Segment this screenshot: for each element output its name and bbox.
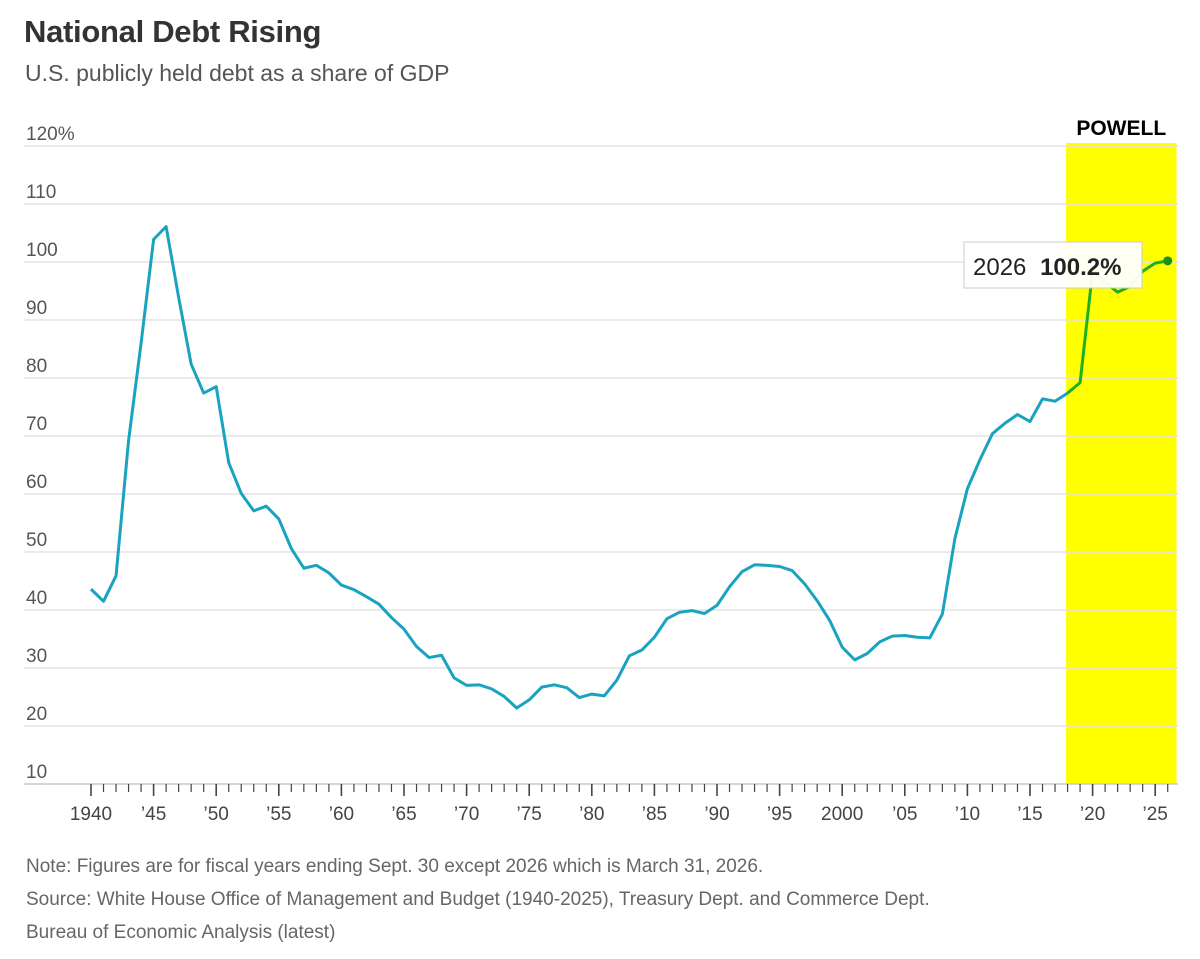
callout-box <box>963 241 1143 289</box>
chart-title: National Debt Rising <box>24 14 322 49</box>
x-tick-label-1975: ’75 <box>517 804 542 825</box>
x-tick-label-2000: 2000 <box>821 804 863 825</box>
y-tick-label-10: 10 <box>26 762 47 783</box>
x-tick-label-1940: 1940 <box>70 804 112 825</box>
y-tick-label-90: 90 <box>26 298 47 319</box>
data-point-2026 <box>1163 256 1173 266</box>
note-text: Note: Figures are for fiscal years endin… <box>26 856 764 877</box>
y-tick-label-30: 30 <box>26 646 47 667</box>
x-tick-label-1955: ’55 <box>266 804 291 825</box>
x-tick-label-1960: ’60 <box>329 804 354 825</box>
source-text-line1: Source: White House Office of Management… <box>26 889 930 910</box>
value-callout: 2026 100.2% <box>963 241 1143 289</box>
x-tick-label-1970: ’70 <box>454 804 479 825</box>
callout-year: 2026 <box>973 254 1026 281</box>
chart-gridlines <box>24 145 1178 727</box>
x-axis: 1940 ’45 ’50 ’55 ’60 ’65 ’70 ’75 ’80 ’85 ’90 ’95 200… <box>24 783 1178 825</box>
x-tick-label-2025: ’25 <box>1143 804 1168 825</box>
y-tick-label-80: 80 <box>26 356 47 377</box>
x-tick-label-1995: ’95 <box>767 804 792 825</box>
y-tick-label-50: 50 <box>26 530 47 551</box>
line-chart: POWELL 120% 110 100 90 80 70 60 50 40 30 20 10 1940… <box>24 117 1178 825</box>
x-tick-label-2020: ’20 <box>1080 804 1105 825</box>
x-tick-label-2010: ’10 <box>955 804 980 825</box>
x-tick-label-1965: ’65 <box>391 804 416 825</box>
callout-value: 100.2% <box>1040 254 1121 281</box>
x-tick-label-2005: ’05 <box>892 804 917 825</box>
powell-highlight-band <box>1066 143 1177 784</box>
debt-series <box>89 225 1173 710</box>
x-tick-label-1980: ’80 <box>579 804 604 825</box>
y-tick-label-100: 100 <box>26 240 58 261</box>
callout-text: 2026 100.2% <box>973 254 1121 281</box>
y-tick-label-60: 60 <box>26 472 47 493</box>
series-line-main <box>89 225 1069 710</box>
x-tick-label-1945: ’45 <box>141 804 166 825</box>
footnotes: Note: Figures are for fiscal years endin… <box>26 850 930 949</box>
x-tick-label-1990: ’90 <box>704 804 729 825</box>
y-tick-label-110: 110 <box>26 182 56 203</box>
source-text-line2: Bureau of Economic Analysis (latest) <box>26 922 336 943</box>
x-tick-label-2015: ’15 <box>1017 804 1042 825</box>
y-axis-labels: 120% 110 100 90 80 70 60 50 40 30 20 10 <box>26 124 75 783</box>
chart-subtitle: U.S. publicly held debt as a share of GD… <box>25 60 450 86</box>
x-tick-label-1985: ’85 <box>642 804 667 825</box>
x-tick-label-1950: ’50 <box>204 804 229 825</box>
y-tick-label-40: 40 <box>26 588 47 609</box>
y-tick-label-120: 120% <box>26 124 75 145</box>
y-tick-label-20: 20 <box>26 704 47 725</box>
y-tick-label-70: 70 <box>26 414 47 435</box>
powell-label: POWELL <box>1076 117 1166 140</box>
